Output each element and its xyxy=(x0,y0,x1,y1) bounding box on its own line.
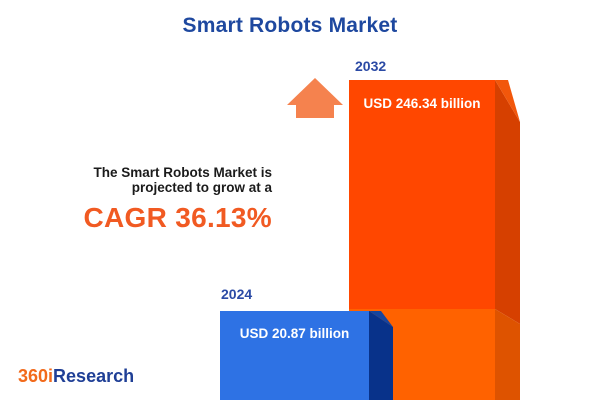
value-label-2024: USD 20.87 billion xyxy=(239,326,350,341)
bar-2032-side-upper xyxy=(495,80,520,324)
growth-annotation: The Smart Robots Market is projected to … xyxy=(84,165,273,234)
cagr-value: CAGR 36.13% xyxy=(83,202,272,233)
year-label-2024: 2024 xyxy=(221,286,253,302)
year-label-2032: 2032 xyxy=(355,58,387,74)
annotation-line-1: The Smart Robots Market is xyxy=(93,165,272,180)
brand-logo-prefix: 360i xyxy=(18,366,54,386)
page-title: Smart Robots Market xyxy=(182,14,398,37)
bar-2032-bevel-highlight xyxy=(495,80,520,122)
annotation-line-2: projected to grow at a xyxy=(131,180,272,195)
brand-logo: 360iResearch xyxy=(18,366,134,387)
bar-2024-face xyxy=(220,311,369,400)
growth-arrow-head-icon xyxy=(287,78,343,118)
brand-logo-suffix: Research xyxy=(53,366,135,386)
bar-2024-side xyxy=(369,311,393,400)
bar-2032-side-lower xyxy=(495,309,520,400)
bar-2032-face-upper xyxy=(349,80,495,309)
bar-2024-bevel-highlight xyxy=(369,311,393,327)
value-label-2032: USD 246.34 billion xyxy=(363,96,481,111)
